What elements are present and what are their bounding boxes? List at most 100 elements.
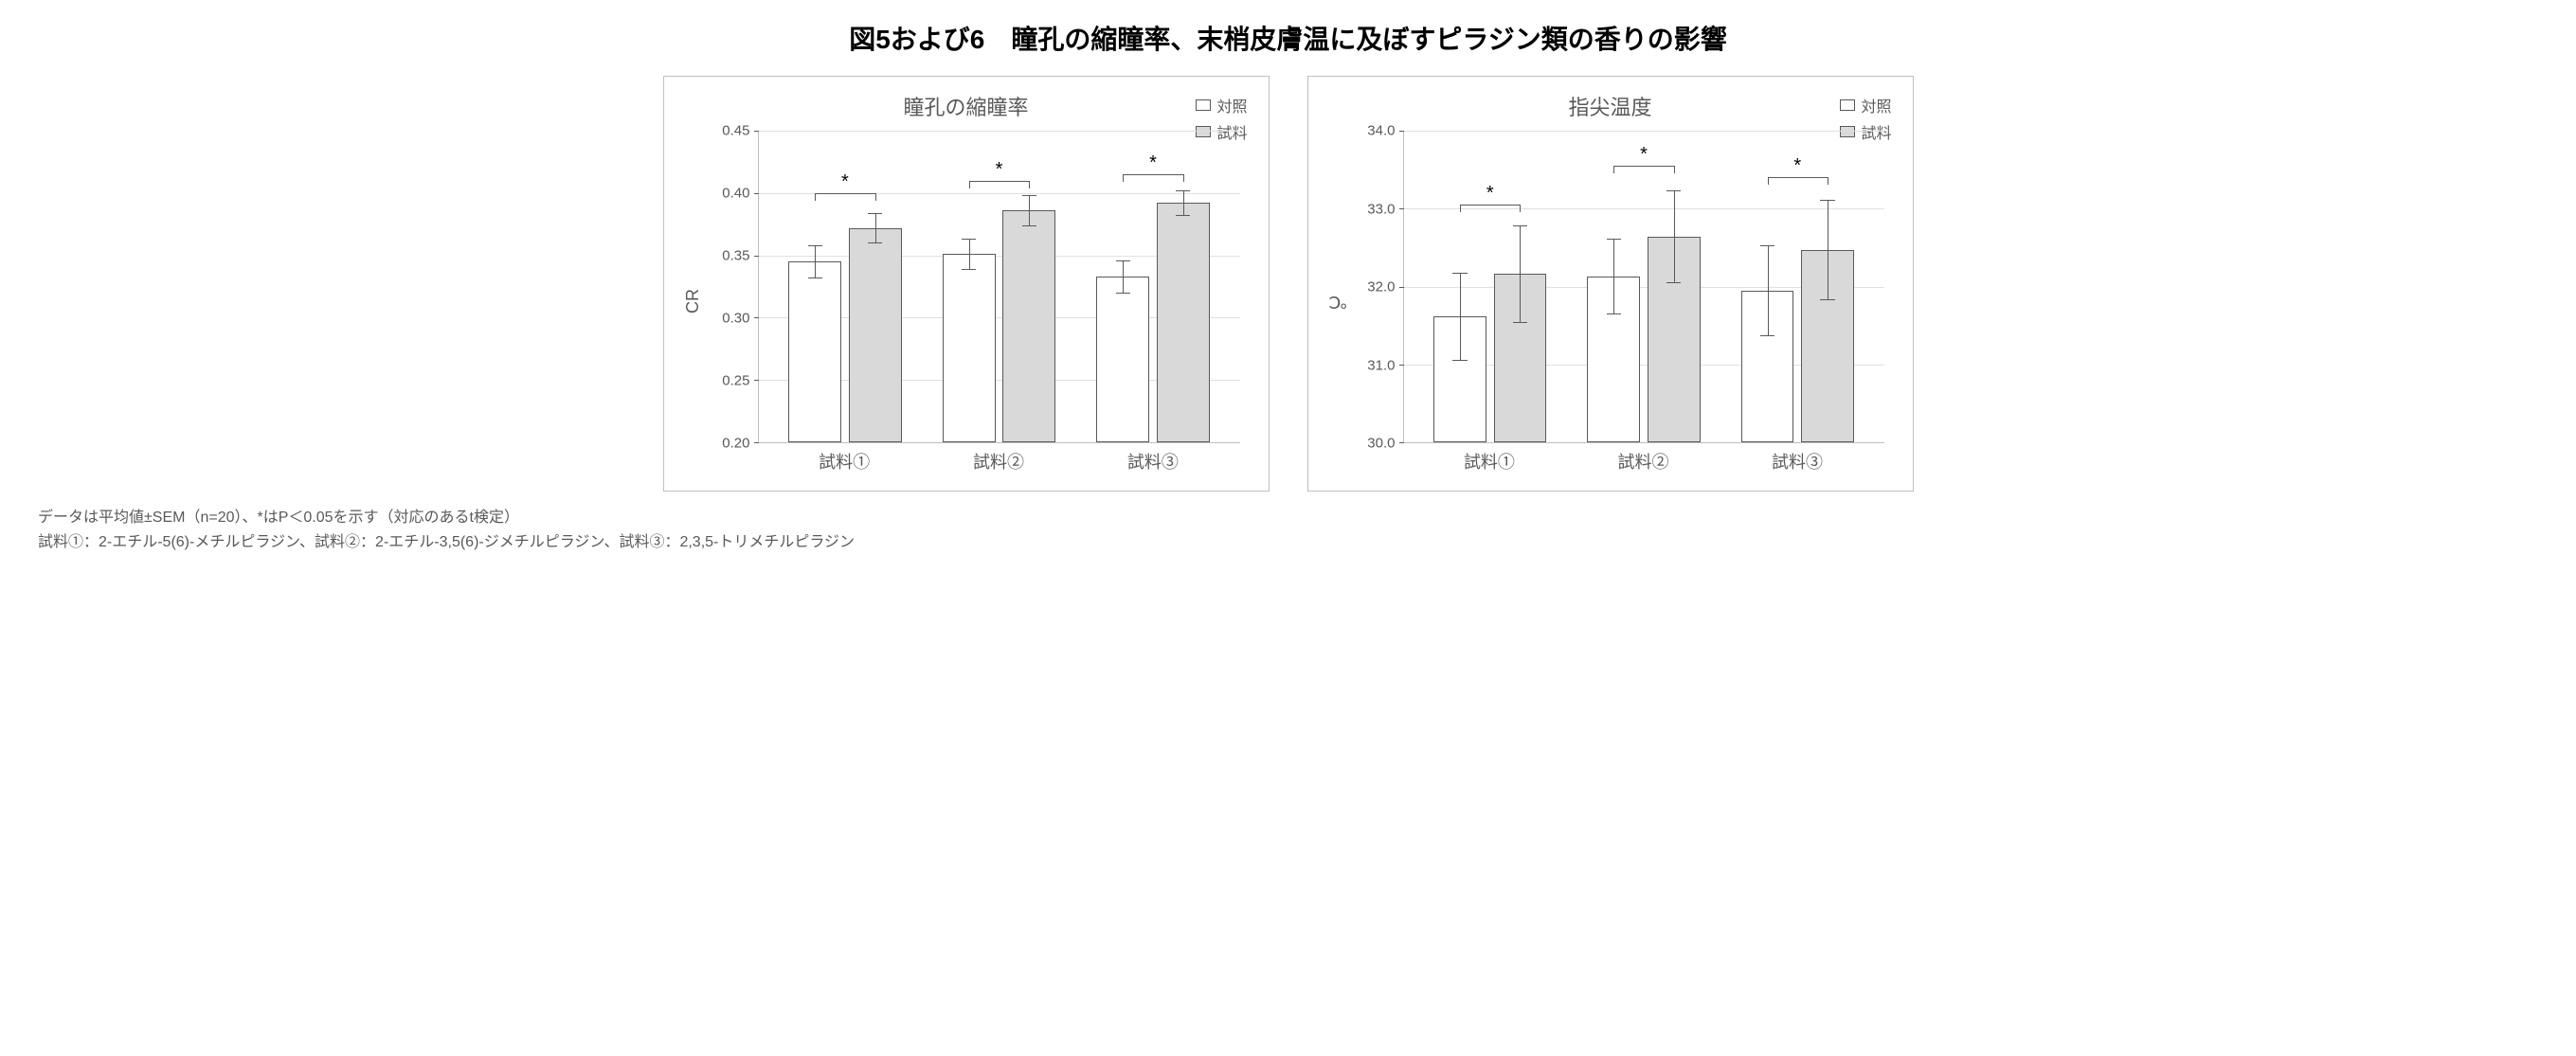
chart-right-panel: 指尖温度 対照 試料 ℃ 30.031.032.033.034.0 *** 試料… [1307, 76, 1914, 492]
error-bar [1768, 245, 1769, 335]
gridline [759, 131, 1240, 132]
x-category-label: 試料③ [1772, 449, 1823, 474]
error-cap [1607, 239, 1621, 240]
significance-star: * [1486, 183, 1494, 205]
significance-tick [875, 193, 876, 201]
tick-mark [754, 317, 759, 318]
y-tick-label: 0.45 [722, 123, 749, 139]
error-cap [1760, 245, 1774, 246]
y-tick-label: 0.30 [722, 311, 749, 327]
error-cap [1513, 225, 1527, 226]
error-cap [1820, 299, 1834, 300]
y-tick-label: 32.0 [1367, 279, 1395, 295]
chart-right-plot: 30.031.032.033.034.0 *** 試料①試料②試料③ [1356, 131, 1894, 472]
footnote-line-1: データは平均値±SEM（n=20）、*はP＜0.05を示す（対応のあるt検定） [38, 506, 2538, 530]
error-bar [1460, 273, 1461, 360]
tick-mark [754, 193, 759, 194]
x-category-label: 試料① [819, 449, 870, 474]
chart-right-ylabel: ℃ [1327, 292, 1348, 312]
legend-label-control: 対照 [1216, 94, 1247, 116]
y-tick-label: 0.25 [722, 373, 749, 389]
error-bar [1674, 190, 1675, 282]
error-cap [1176, 215, 1190, 216]
error-bar [1029, 195, 1030, 225]
significance-star: * [1149, 152, 1157, 174]
error-cap [808, 277, 822, 278]
error-cap [1022, 225, 1036, 226]
significance-tick [1029, 181, 1030, 188]
chart-left-panel: 瞳孔の縮瞳率 対照 試料 CR 0.200.250.300.350.400.45… [663, 76, 1270, 492]
error-cap [868, 213, 882, 214]
footnote-line-2: 試料①：2-エチル-5(6)-メチルピラジン、試料②：2-エチル-3,5(6)-… [38, 530, 2538, 555]
error-bar [1183, 190, 1184, 215]
error-bar [1520, 225, 1521, 322]
error-cap [1022, 195, 1036, 196]
significance-bracket [969, 181, 1030, 182]
x-category-label: 試料② [1618, 449, 1669, 474]
legend-swatch-control [1840, 99, 1855, 111]
chart-left-xlabels: 試料①試料②試料③ [758, 443, 1240, 472]
error-cap [1760, 335, 1774, 336]
tick-mark [754, 256, 759, 257]
tick-mark [1399, 287, 1404, 288]
error-cap [962, 239, 976, 240]
significance-tick [1183, 174, 1184, 182]
error-cap [1607, 313, 1621, 314]
error-bar [1613, 239, 1614, 313]
bar-sample [849, 228, 902, 442]
chart-right-title: 指尖温度 [1327, 91, 1894, 121]
footnotes: データは平均値±SEM（n=20）、*はP＜0.05を示す（対応のあるt検定） … [38, 506, 2538, 554]
significance-star: * [841, 171, 849, 193]
tick-mark [754, 131, 759, 132]
tick-mark [1399, 365, 1404, 366]
y-tick-label: 33.0 [1367, 201, 1395, 217]
error-cap [1176, 190, 1190, 191]
legend-item-control: 対照 [1840, 94, 1891, 116]
chart-left-plotwrap: CR 0.200.250.300.350.400.45 *** 試料①試料②試料… [683, 131, 1250, 472]
significance-star: * [1640, 144, 1648, 166]
significance-tick [1520, 205, 1521, 212]
gridline [1404, 208, 1884, 209]
significance-bracket [1460, 205, 1520, 206]
significance-tick [1674, 166, 1675, 173]
charts-row: 瞳孔の縮瞳率 対照 試料 CR 0.200.250.300.350.400.45… [38, 76, 2538, 492]
chart-right-yaxis: 30.031.032.033.034.0 [1356, 131, 1403, 443]
chart-right-area: * * * [1403, 131, 1884, 443]
error-cap [868, 242, 882, 243]
tick-mark [1399, 208, 1404, 209]
significance-tick [1460, 205, 1461, 212]
legend-item-control: 対照 [1196, 94, 1247, 116]
significance-bracket [1613, 166, 1673, 167]
y-tick-label: 0.40 [722, 186, 749, 202]
gridline [1404, 131, 1884, 132]
legend-swatch-control [1196, 99, 1211, 111]
tick-mark [754, 380, 759, 381]
significance-bracket [1123, 174, 1183, 175]
error-cap [962, 269, 976, 270]
chart-left-area: * * * [758, 131, 1240, 443]
significance-bracket [815, 193, 875, 194]
error-cap [1666, 190, 1681, 191]
error-bar [875, 213, 876, 243]
error-cap [1452, 273, 1467, 274]
chart-left-plot: 0.200.250.300.350.400.45 *** 試料①試料②試料③ [711, 131, 1250, 472]
significance-tick [1768, 177, 1769, 185]
legend-label-control: 対照 [1861, 94, 1891, 116]
error-bar [1123, 260, 1124, 293]
bar-control [788, 261, 841, 442]
bar-sample [1002, 210, 1055, 442]
error-cap [1513, 322, 1527, 323]
bar-sample [1157, 203, 1210, 442]
chart-left-yaxis: 0.200.250.300.350.400.45 [711, 131, 758, 443]
bar-control [943, 254, 996, 442]
significance-bracket [1768, 177, 1828, 178]
chart-right-plotwrap: ℃ 30.031.032.033.034.0 *** 試料①試料②試料③ [1327, 131, 1894, 472]
x-category-label: 試料③ [1127, 449, 1179, 474]
chart-right-xlabels: 試料①試料②試料③ [1403, 443, 1884, 472]
significance-star: * [996, 159, 1003, 181]
error-cap [1452, 360, 1467, 361]
y-tick-label: 31.0 [1367, 357, 1395, 373]
chart-left-ylabel: CR [683, 289, 703, 313]
significance-tick [815, 193, 816, 201]
significance-star: * [1793, 155, 1801, 177]
